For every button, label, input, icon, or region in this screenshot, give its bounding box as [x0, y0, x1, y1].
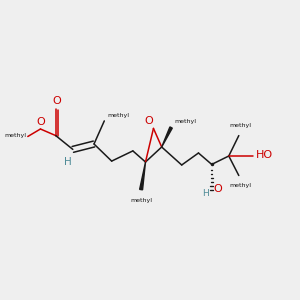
Polygon shape	[140, 162, 146, 190]
Text: methyl: methyl	[4, 134, 26, 138]
Text: H: H	[202, 189, 209, 198]
Text: H: H	[64, 157, 71, 167]
Text: O: O	[52, 96, 61, 106]
Polygon shape	[162, 127, 172, 147]
Text: O: O	[214, 184, 223, 194]
Text: methyl: methyl	[174, 119, 196, 124]
Text: HO: HO	[256, 150, 273, 160]
Text: methyl: methyl	[229, 123, 251, 128]
Text: methyl: methyl	[108, 113, 130, 118]
Text: methyl: methyl	[130, 198, 152, 203]
Text: O: O	[36, 117, 45, 128]
Text: O: O	[144, 116, 153, 126]
Text: methyl: methyl	[229, 183, 251, 188]
